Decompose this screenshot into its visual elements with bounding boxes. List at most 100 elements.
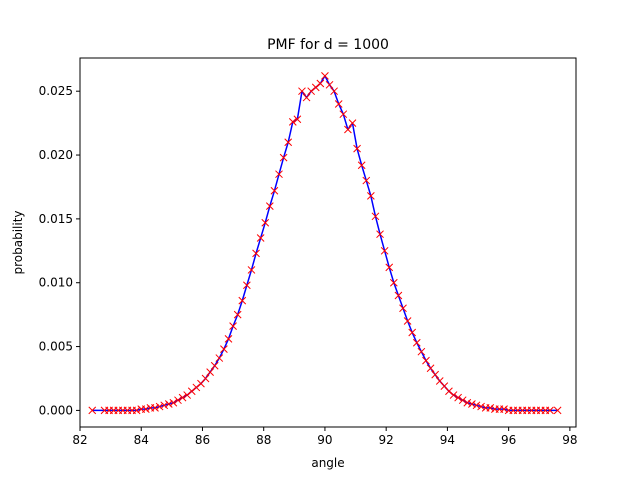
y-tick-label: 0.010 [39, 276, 73, 290]
data-point-marker [403, 317, 412, 325]
data-point-marker [546, 406, 554, 415]
data-point-marker [486, 403, 495, 412]
data-point-marker [472, 401, 481, 410]
data-point-marker [389, 278, 398, 287]
x-tick-label: 82 [72, 433, 87, 447]
data-point-marker [399, 304, 407, 313]
data-point-marker [88, 406, 97, 415]
chart-title: PMF for d = 1000 [267, 37, 389, 53]
data-point-marker [247, 266, 256, 274]
data-point-marker [458, 396, 467, 405]
data-point-marker [477, 402, 485, 411]
data-point-marker [187, 387, 196, 396]
data-point-marker [265, 202, 274, 210]
plot-frame [79, 57, 577, 428]
data-point-marker [426, 364, 435, 373]
data-point-marker [210, 361, 219, 370]
data-point-marker [215, 354, 224, 362]
data-point-marker [394, 291, 403, 300]
data-point-marker [164, 400, 173, 408]
data-point-marker [325, 80, 334, 89]
x-tick-label: 96 [501, 433, 516, 447]
data-point-marker [201, 374, 210, 383]
x-tick-label: 92 [379, 433, 394, 447]
data-point-marker [229, 322, 237, 330]
data-point-marker [334, 100, 343, 108]
x-axis-ticks: 82 84 86 88 90 92 94 96 98 [72, 427, 578, 447]
data-point-marker [316, 79, 325, 88]
x-tick-label: 88 [256, 433, 271, 447]
x-tick-label: 86 [195, 433, 210, 447]
y-tick-label: 0.005 [39, 340, 73, 354]
y-tick-label: 0.000 [39, 403, 73, 417]
data-point-marker [553, 406, 562, 415]
data-point-marker [371, 212, 380, 221]
data-point-marker [233, 310, 242, 319]
data-point-marker [307, 87, 316, 96]
data-point-marker [275, 170, 283, 179]
data-point-marker [376, 230, 384, 239]
data-point-marker [243, 281, 251, 290]
data-point-marker [353, 144, 361, 153]
data-point-marker [417, 347, 426, 356]
data-point-marker [224, 335, 233, 343]
data-point-marker [339, 110, 348, 119]
x-axis-label: angle [311, 456, 344, 470]
y-tick-label: 0.020 [39, 148, 73, 162]
data-point-marker [348, 119, 357, 127]
x-tick-label: 98 [562, 433, 577, 447]
data-point-marker [449, 391, 458, 399]
data-point-marker [256, 234, 265, 242]
data-point-marker [408, 328, 417, 337]
data-point-marker [463, 398, 472, 407]
data-layer [88, 72, 562, 415]
data-point-marker [270, 186, 279, 195]
data-point-marker [311, 83, 320, 92]
data-point-marker [160, 401, 169, 410]
data-point-marker [183, 391, 192, 399]
data-point-marker [468, 400, 476, 408]
data-point-marker [178, 393, 187, 402]
y-axis-label: probability [11, 210, 25, 274]
data-point-marker [454, 393, 462, 402]
data-point-marker [252, 249, 260, 258]
data-point-marker [385, 263, 394, 272]
data-point-marker [445, 387, 453, 396]
data-point-marker [321, 72, 329, 80]
x-tick-label: 84 [134, 433, 149, 447]
data-point-marker [344, 125, 352, 134]
data-point-marker [412, 338, 421, 347]
data-point-marker [192, 383, 201, 392]
data-point-marker [155, 402, 164, 411]
data-point-marker [151, 403, 159, 412]
data-point-marker [288, 117, 297, 126]
data-point-marker [132, 406, 141, 415]
data-point-marker [284, 138, 293, 147]
data-point-marker [302, 93, 311, 102]
data-point-marker [141, 405, 150, 413]
data-point-marker [220, 345, 228, 353]
data-point-marker [380, 246, 389, 255]
pmf-series-line [92, 75, 558, 412]
y-axis-ticks: 0.000 0.005 0.010 0.015 0.020 0.025 [39, 84, 80, 417]
x-tick-label: 94 [440, 433, 455, 447]
data-point-marker [431, 370, 440, 379]
data-point-marker [293, 115, 302, 124]
y-tick-label: 0.015 [39, 212, 73, 226]
data-point-marker [298, 87, 306, 96]
data-point-marker [169, 398, 178, 407]
data-point-marker [279, 153, 288, 162]
data-point-marker [330, 87, 338, 96]
data-point-marker [362, 176, 371, 185]
data-point-marker [357, 161, 366, 170]
y-tick-label: 0.025 [39, 84, 73, 98]
x-tick-label: 90 [317, 433, 332, 447]
data-point-marker [206, 368, 214, 376]
data-point-marker [261, 218, 270, 227]
data-point-marker [367, 192, 375, 200]
data-point-marker [174, 396, 182, 405]
data-point-marker [422, 356, 430, 365]
